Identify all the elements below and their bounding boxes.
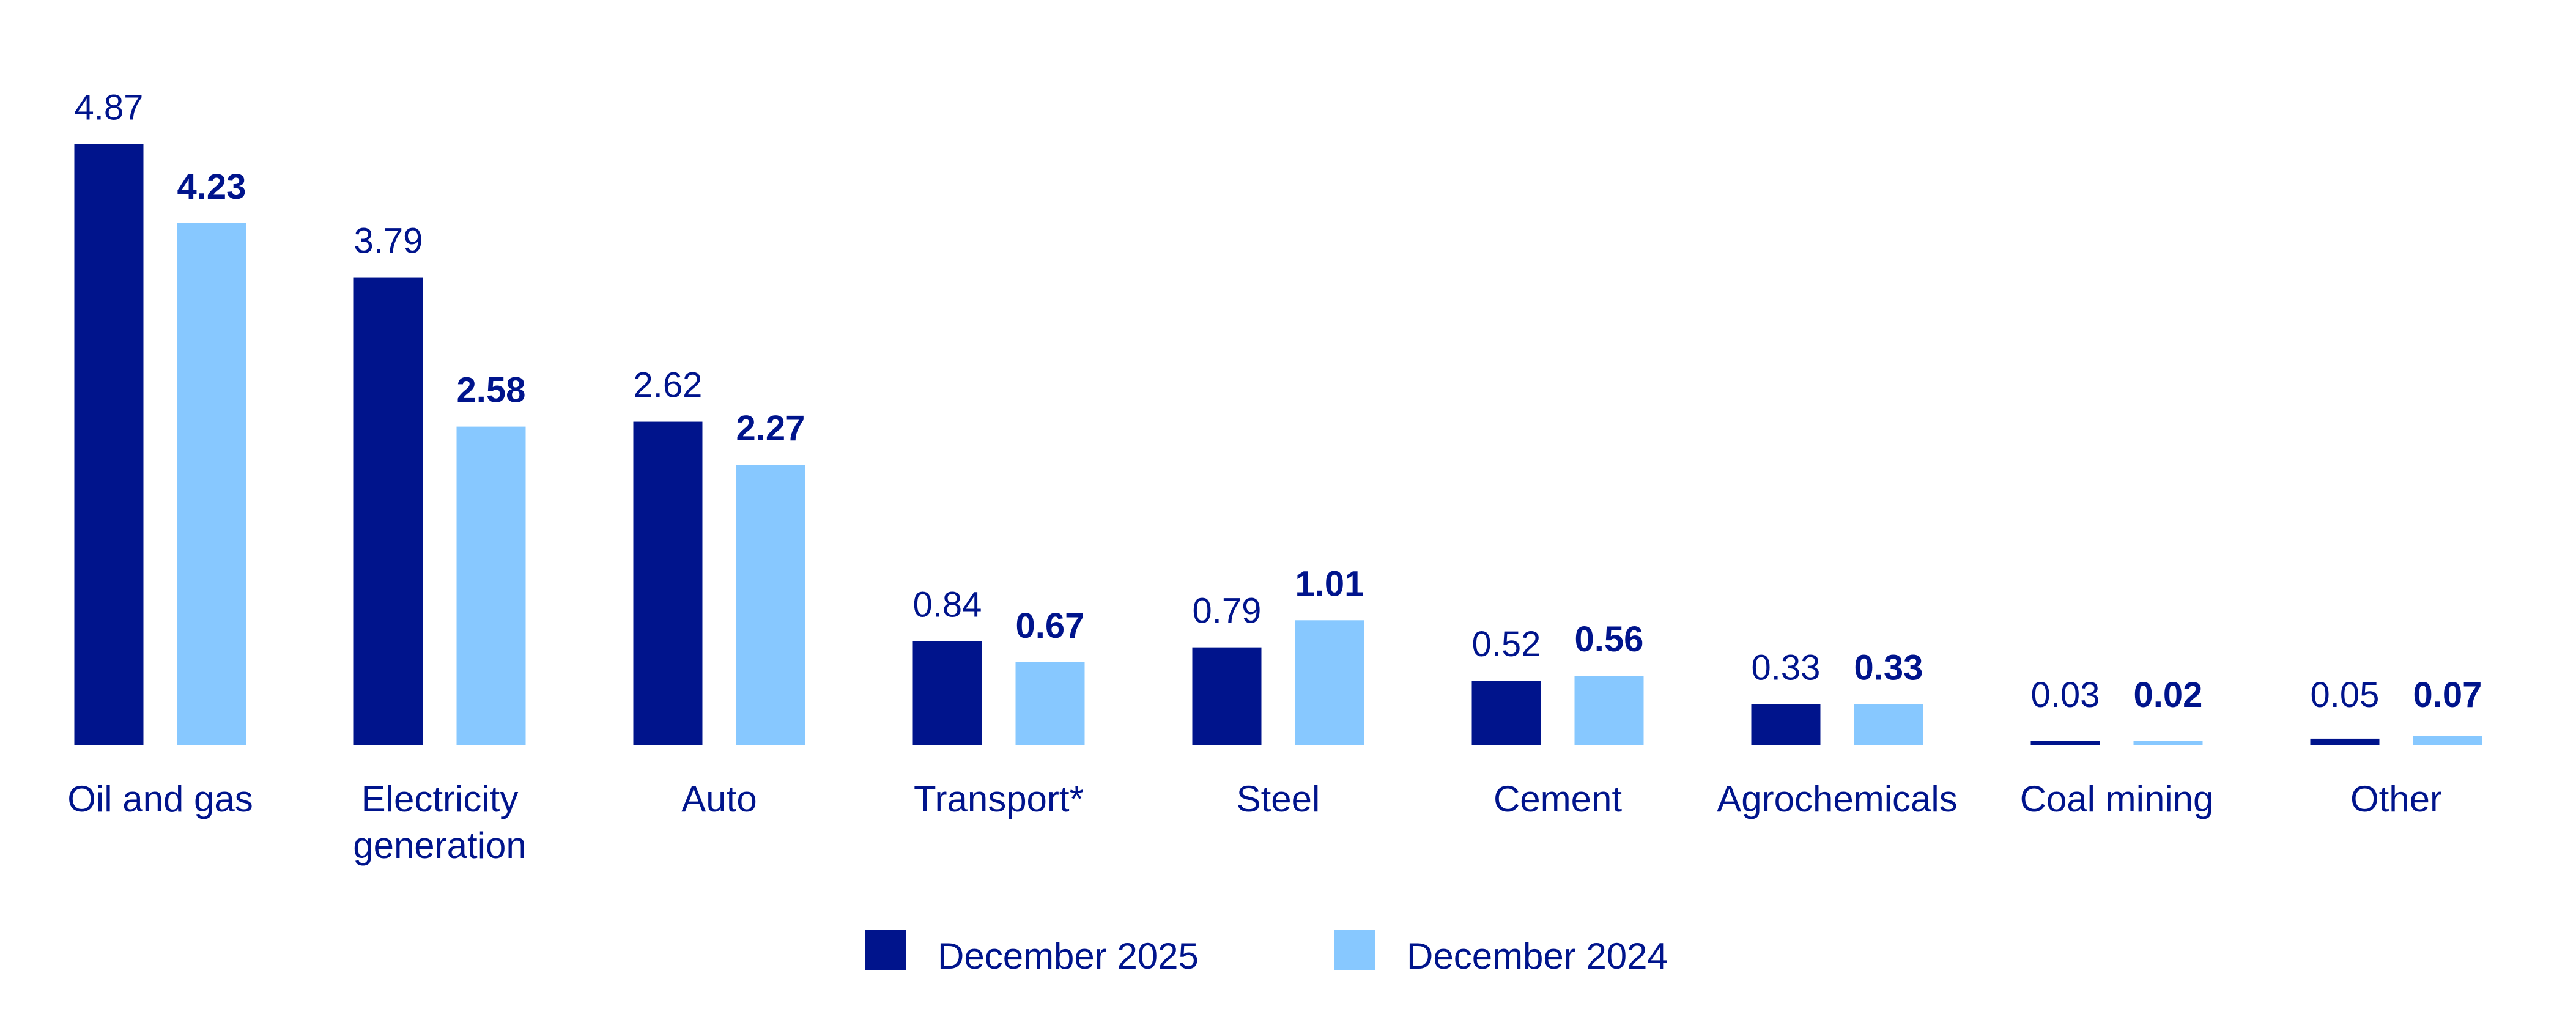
bar-dec-2025 [633,421,703,745]
bar-dec-2025 [74,144,144,745]
legend-label: December 2024 [1407,936,1668,977]
category-label: Coal mining [2020,778,2214,819]
data-label: 0.67 [1016,606,1085,646]
data-label: 0.52 [1472,624,1541,664]
bar-dec-2025 [1471,681,1541,745]
data-label: 0.79 [1193,591,1262,631]
data-label: 2.58 [457,371,526,410]
category-label: Steel [1237,778,1320,819]
category-label: Cement [1493,778,1622,819]
legend-swatch [1334,930,1375,970]
data-label: 0.03 [2031,675,2100,715]
data-label: 0.84 [913,585,982,625]
bar-dec-2025 [353,277,423,745]
bar-dec-2024 [1574,676,1644,745]
data-label: 1.01 [1295,564,1364,604]
bar-dec-2025 [2310,738,2380,745]
bar-dec-2024 [2413,736,2482,745]
data-label: 0.56 [1575,619,1644,659]
data-label: 0.33 [1854,648,1923,687]
bar-dec-2025 [2030,741,2100,745]
category-label: generation [353,825,527,866]
bar-dec-2024 [456,426,526,745]
category-label: Electricity [361,778,519,819]
bar-dec-2024 [736,465,805,745]
data-label: 3.79 [354,221,423,261]
data-label: 0.05 [2311,675,2380,715]
category-label: Transport* [914,778,1084,819]
category-label: Other [2350,778,2442,819]
bar-dec-2025 [1751,704,1821,745]
legend-label: December 2025 [938,936,1199,977]
bar-dec-2025 [1192,647,1262,745]
legend-swatch [865,930,906,970]
bar-dec-2024 [2133,741,2203,745]
data-label: 0.02 [2134,675,2203,715]
data-label: 4.87 [75,88,144,128]
category-label: Auto [681,778,757,819]
data-label: 2.27 [736,408,805,448]
bar-dec-2024 [1015,662,1085,745]
data-label: 2.62 [634,366,703,405]
data-label: 0.07 [2413,675,2482,715]
category-label: Agrochemicals [1717,778,1958,819]
bar-dec-2024 [1295,620,1364,745]
bar-dec-2024 [177,223,246,745]
bar-dec-2025 [912,641,982,745]
data-label: 4.23 [177,167,246,207]
category-label: Oil and gas [67,778,253,819]
data-label: 0.33 [1752,648,1821,687]
bar-dec-2024 [1854,704,1923,745]
